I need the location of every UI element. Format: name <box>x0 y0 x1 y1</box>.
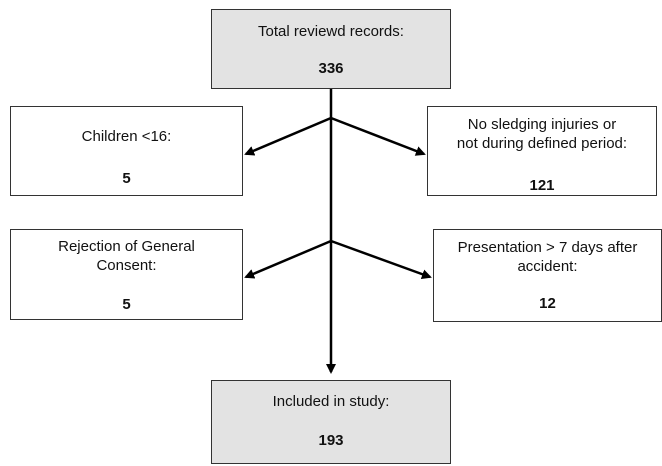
late-presentation-count: 12 <box>539 295 556 312</box>
total-records-label: Total reviewd records: <box>258 23 404 40</box>
arrow-to-children <box>244 116 332 156</box>
no-sledging-count: 121 <box>529 177 555 194</box>
included-in-study-count: 193 <box>318 432 344 449</box>
consent-rejection-count: 5 <box>122 296 131 313</box>
included-in-study-label: Included in study: <box>272 393 390 410</box>
total-records-count: 336 <box>318 60 344 77</box>
late-presentation-box: Presentation > 7 days after accident: 12 <box>433 229 662 322</box>
consent-rejection-box: Rejection of General Consent: 5 <box>10 229 243 320</box>
no-sledging-label: No sledging injuries or not during defin… <box>456 116 628 152</box>
arrow-to-late-presentation <box>330 239 432 279</box>
arrow-to-consent <box>244 239 332 279</box>
no-sledging-box: No sledging injuries or not during defin… <box>427 106 657 196</box>
late-presentation-label: Presentation > 7 days after accident: <box>457 239 638 275</box>
included-in-study-box: Included in study: 193 <box>211 380 451 464</box>
children-excluded-label: Children <16: <box>81 128 172 145</box>
children-excluded-count: 5 <box>122 170 131 187</box>
children-excluded-box: Children <16: 5 <box>10 106 243 196</box>
total-records-box: Total reviewd records: 336 <box>211 9 451 89</box>
arrow-to-no-sledging <box>330 116 426 156</box>
consent-rejection-label: Rejection of General Consent: <box>58 238 195 274</box>
